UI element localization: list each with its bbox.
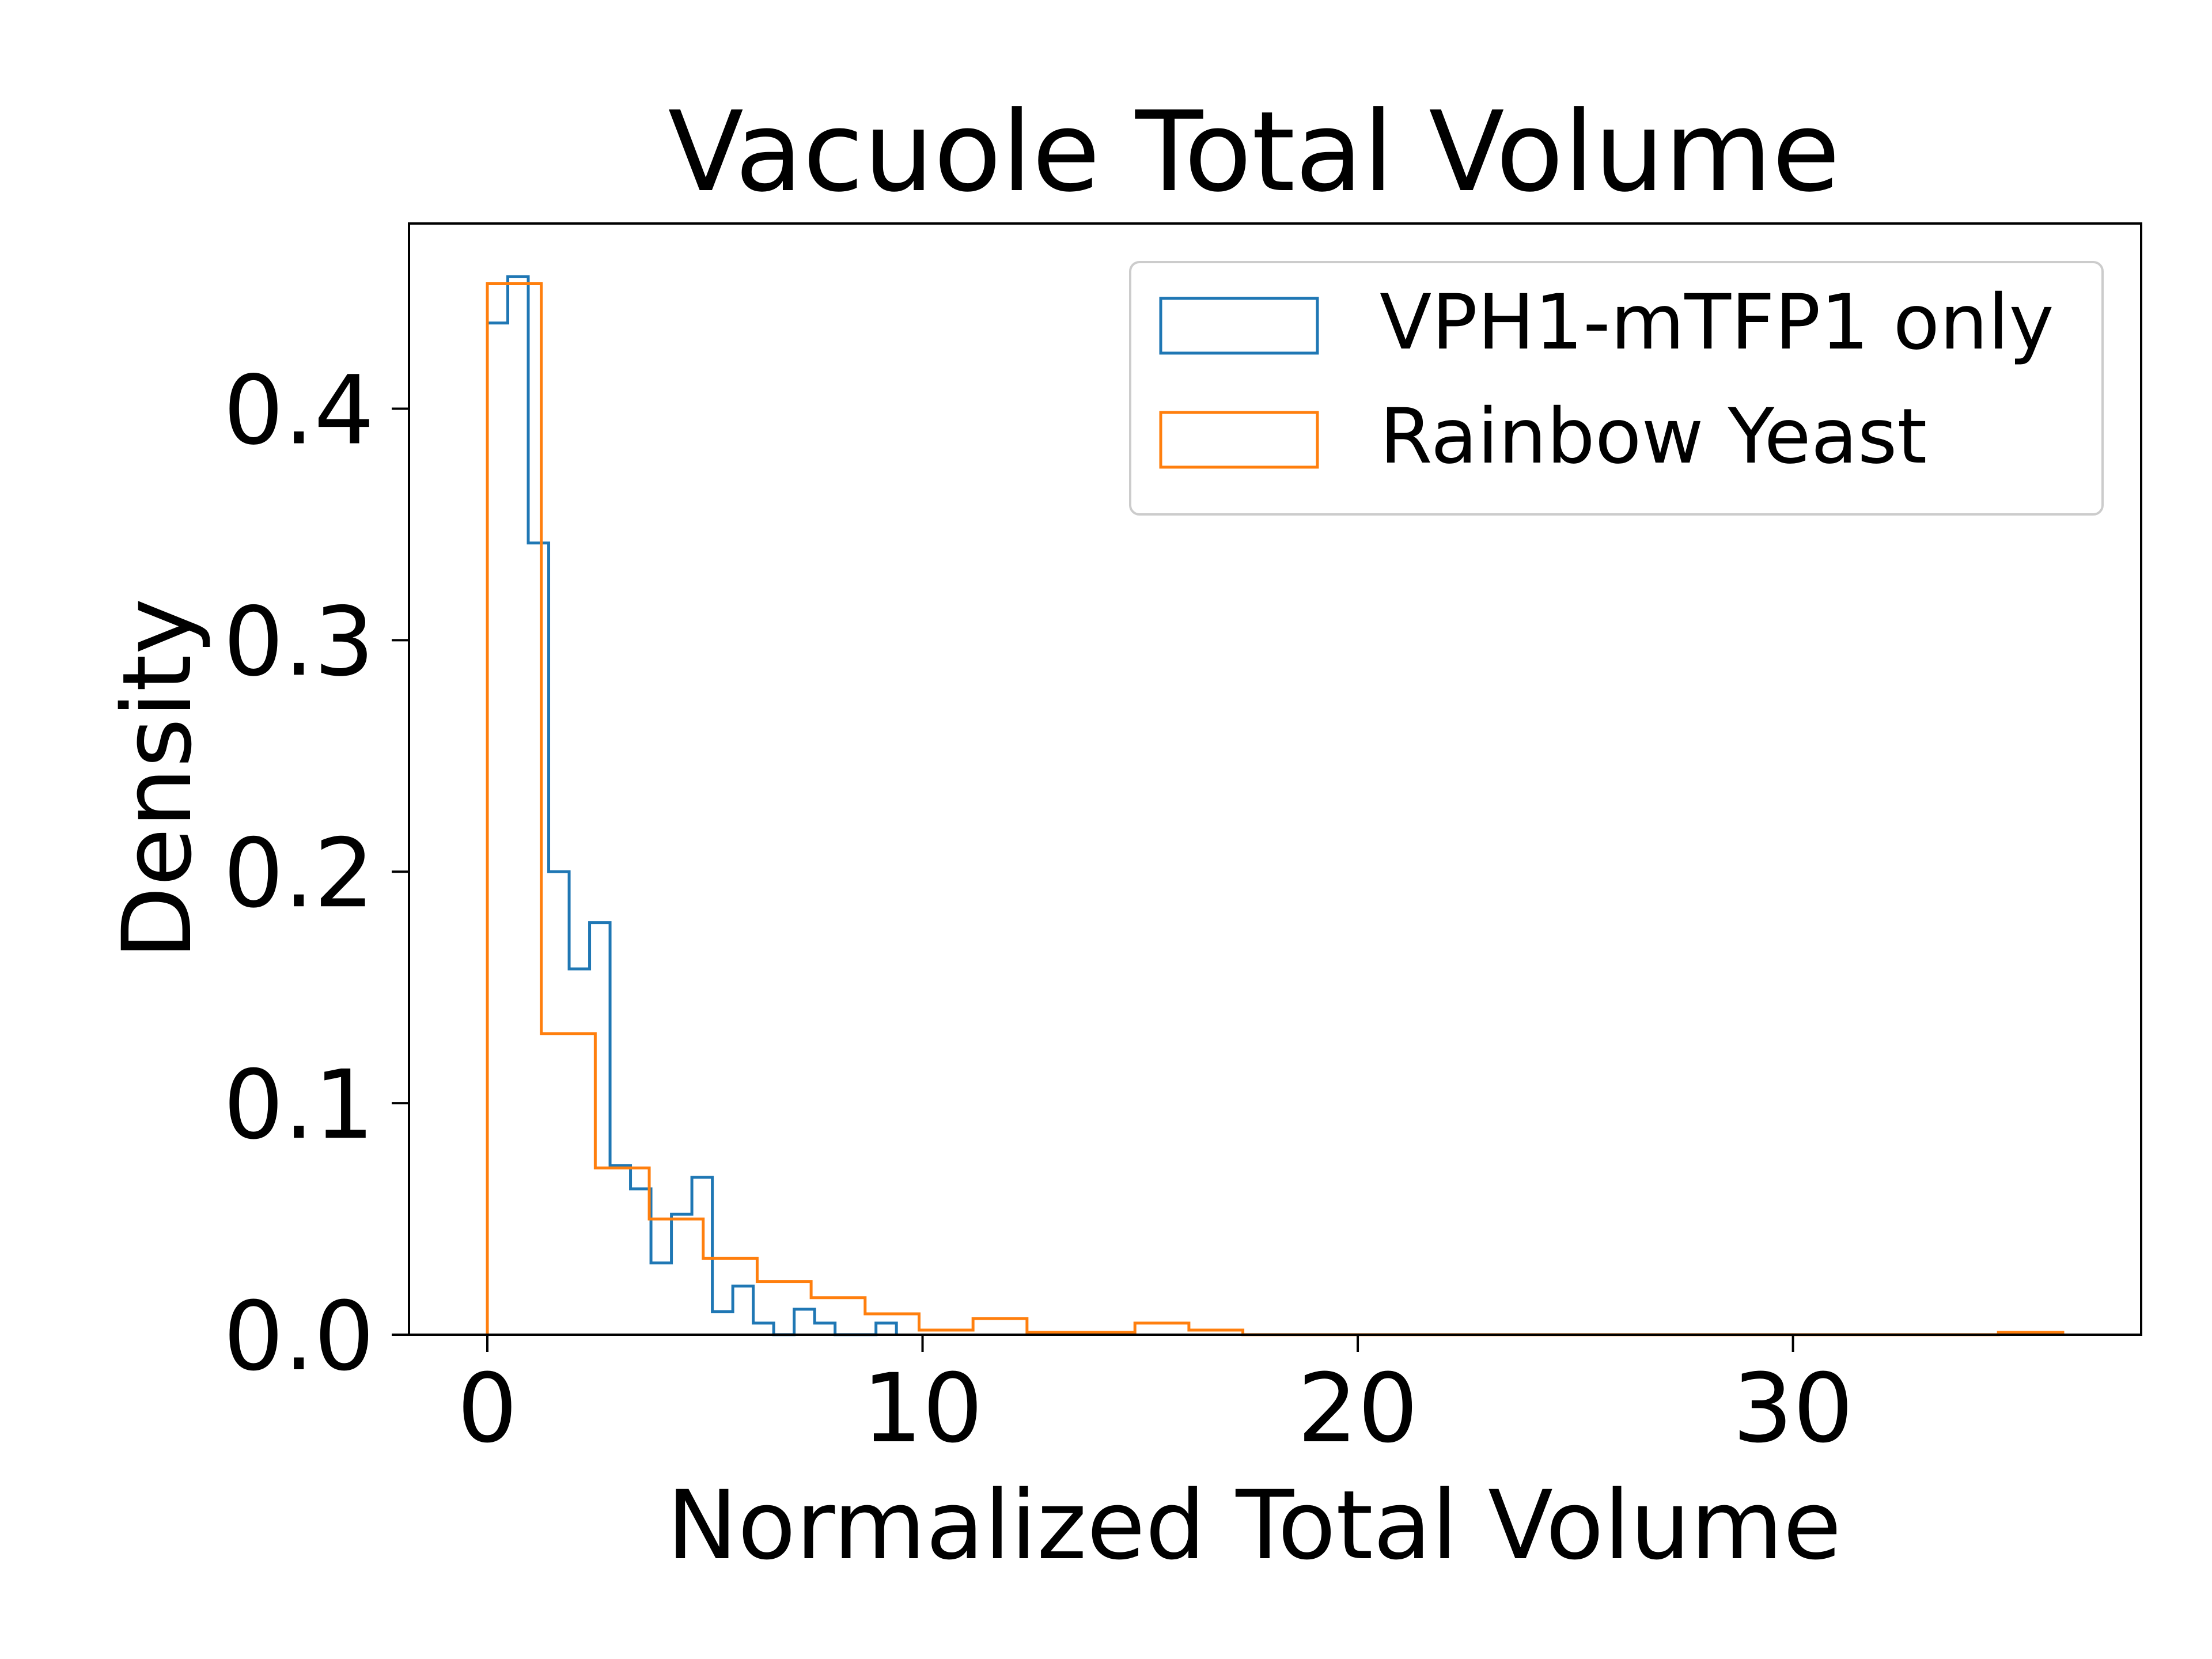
y-tick-label: 0.2 [224, 818, 374, 929]
legend-label-rainbow: Rainbow Yeast [1380, 392, 1927, 481]
chart-title: Vacuole Total Volume [668, 88, 1840, 217]
legend-swatch-rainbow [1159, 411, 1319, 469]
x-tick-label: 10 [862, 1353, 983, 1464]
y-tick-label: 0.0 [224, 1281, 374, 1392]
plot-frame [408, 222, 2142, 1336]
x-tick-label: 20 [1297, 1353, 1418, 1464]
x-axis-ticks: 0 10 20 30 [457, 1335, 1854, 1464]
x-tick-label: 30 [1733, 1353, 1854, 1464]
y-tick-label: 0.4 [224, 355, 374, 466]
legend: VPH1-mTFP1 only Rainbow Yeast [1129, 261, 2104, 516]
legend-frame [1129, 261, 2104, 516]
plot-area [408, 222, 2142, 1336]
legend-swatch-vph1 [1159, 297, 1319, 355]
histogram-series-0 [486, 275, 898, 1336]
y-axis-ticks: 0.0 0.1 0.2 0.3 0.4 [224, 355, 409, 1392]
legend-label-vph1: VPH1-mTFP1 only [1380, 278, 2054, 367]
x-axis-label: Normalized Total Volume [666, 1470, 1842, 1581]
y-tick-label: 0.1 [224, 1050, 374, 1160]
x-tick-label: 0 [457, 1353, 518, 1464]
y-tick-label: 0.3 [224, 586, 374, 697]
y-axis-label: Density [102, 598, 213, 959]
